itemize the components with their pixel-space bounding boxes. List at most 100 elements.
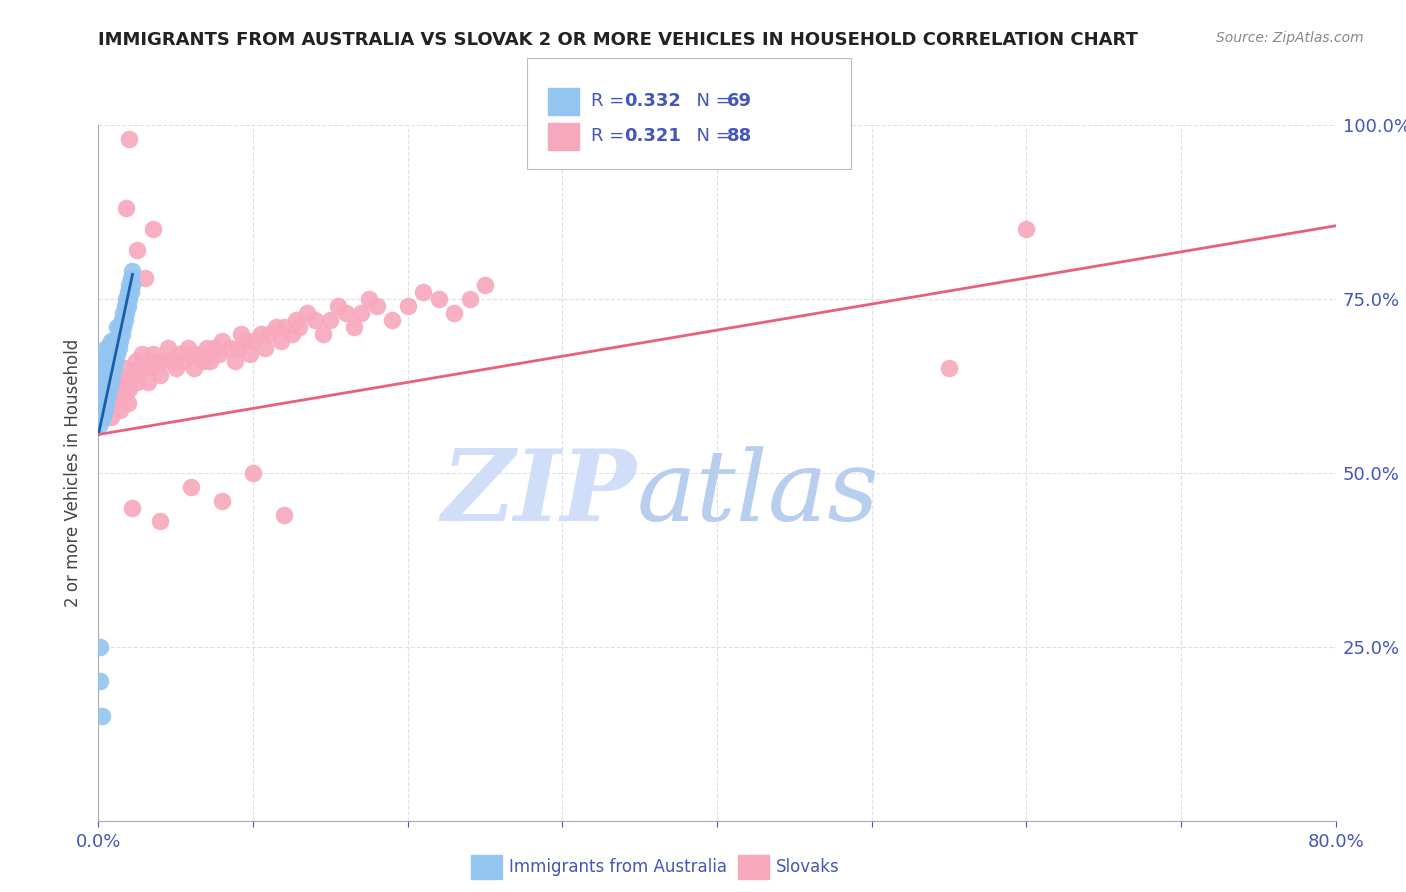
Point: [103, 334, 125, 348]
Point: [91, 382, 114, 396]
Point: [93, 354, 115, 368]
Point: [938, 361, 960, 376]
Point: [366, 299, 388, 313]
Point: [98, 382, 121, 396]
Point: [242, 334, 264, 348]
Point: [239, 347, 262, 361]
Point: [96, 382, 118, 396]
Point: [104, 341, 127, 355]
Point: [136, 376, 159, 390]
Point: [335, 306, 357, 320]
Text: R =: R =: [591, 128, 630, 145]
Point: [266, 319, 288, 334]
Point: [173, 354, 195, 368]
Point: [224, 354, 246, 368]
Point: [90, 361, 112, 376]
Point: [285, 312, 308, 326]
Point: [211, 334, 233, 348]
Point: [114, 312, 136, 326]
Point: [117, 285, 139, 299]
Point: [100, 361, 122, 376]
Point: [100, 376, 122, 390]
Point: [93, 376, 115, 390]
Point: [98, 354, 121, 368]
Point: [117, 299, 139, 313]
Point: [89, 382, 111, 396]
Point: [304, 312, 326, 326]
Point: [146, 354, 169, 368]
Point: [195, 341, 218, 355]
Point: [90, 396, 112, 410]
Point: [115, 306, 138, 320]
Point: [297, 306, 319, 320]
Point: [229, 326, 252, 341]
Point: [254, 341, 277, 355]
Point: [105, 389, 128, 403]
Point: [96, 368, 118, 383]
Point: [105, 319, 128, 334]
Point: [98, 368, 121, 383]
Point: [89, 674, 111, 689]
Point: [96, 396, 118, 410]
Text: Slovaks: Slovaks: [776, 858, 839, 876]
Point: [89, 640, 111, 654]
Text: N =: N =: [685, 128, 737, 145]
Point: [120, 285, 142, 299]
Point: [115, 292, 138, 306]
Point: [107, 341, 129, 355]
Point: [108, 319, 131, 334]
Point: [219, 341, 242, 355]
Point: [165, 361, 187, 376]
Point: [273, 508, 295, 522]
Point: [124, 354, 146, 368]
Point: [112, 376, 135, 390]
Point: [412, 285, 434, 299]
Point: [103, 347, 125, 361]
Point: [204, 341, 226, 355]
Point: [90, 382, 112, 396]
Point: [188, 347, 211, 361]
Point: [107, 376, 129, 390]
Point: [162, 354, 184, 368]
Point: [100, 410, 122, 425]
Point: [381, 312, 404, 326]
Point: [121, 500, 143, 515]
Point: [118, 382, 141, 396]
Point: [91, 347, 114, 361]
Point: [90, 410, 112, 425]
Point: [167, 347, 190, 361]
Point: [91, 396, 114, 410]
Text: 0.332: 0.332: [624, 93, 681, 111]
Point: [89, 403, 111, 417]
Point: [97, 376, 120, 390]
Point: [149, 515, 172, 529]
Point: [250, 326, 273, 341]
Text: atlas: atlas: [637, 446, 879, 541]
Point: [112, 319, 135, 334]
Point: [443, 306, 465, 320]
Point: [235, 334, 257, 348]
Point: [157, 341, 180, 355]
Point: [396, 299, 419, 313]
Point: [90, 368, 112, 383]
Point: [474, 277, 496, 292]
Point: [115, 382, 138, 396]
Point: [107, 326, 129, 341]
Point: [226, 341, 249, 355]
Point: [90, 709, 112, 723]
Point: [93, 403, 115, 417]
Point: [91, 368, 114, 383]
Point: [127, 243, 149, 257]
Point: [97, 389, 120, 403]
Point: [1015, 222, 1038, 236]
Point: [281, 326, 304, 341]
Point: [96, 341, 118, 355]
Point: [101, 341, 124, 355]
Point: [100, 347, 122, 361]
Point: [120, 271, 142, 285]
Point: [118, 132, 141, 146]
Point: [114, 299, 136, 313]
Point: [312, 326, 335, 341]
Point: [105, 334, 128, 348]
Point: [152, 354, 174, 368]
